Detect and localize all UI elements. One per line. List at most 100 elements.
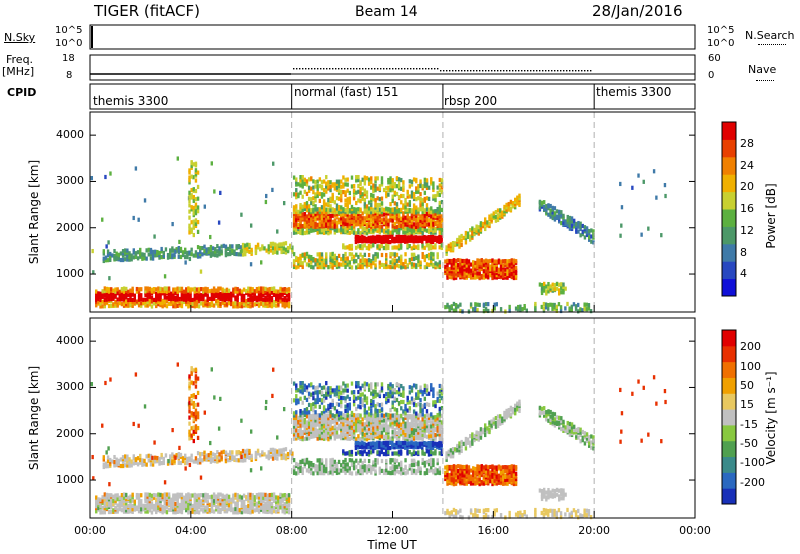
nave-point [506, 70, 507, 71]
radar-cell [338, 411, 340, 415]
radar-cell [251, 287, 253, 291]
radar-cell [409, 194, 411, 198]
radar-cell [153, 504, 155, 508]
radar-cell [404, 227, 406, 231]
radar-cell [484, 217, 486, 221]
radar-cell [101, 293, 103, 297]
radar-cell [283, 452, 285, 456]
radar-cell [325, 218, 327, 222]
radar-cell [163, 457, 165, 461]
radar-cell [577, 309, 579, 313]
radar-cell [506, 259, 508, 263]
radar-cell [391, 178, 393, 182]
radar-cell [421, 252, 423, 256]
radar-cell [288, 287, 290, 291]
nave-point [389, 68, 390, 69]
radar-cell [131, 298, 133, 302]
radar-cell [193, 206, 195, 210]
radar-cell [353, 207, 355, 211]
radar-cell [336, 256, 338, 260]
radar-cell [188, 216, 190, 220]
radar-cell [366, 176, 368, 180]
radar-cell [314, 386, 316, 390]
radar-cell [206, 499, 208, 503]
radar-cell [202, 508, 204, 512]
radar-cell [381, 180, 383, 184]
radar-cell [459, 303, 461, 307]
radar-cell [475, 225, 477, 229]
radar-cell [357, 198, 359, 202]
radar-cell [219, 302, 221, 306]
radar-cell [391, 218, 393, 222]
radar-cell [279, 299, 281, 303]
radar-cell [361, 192, 363, 196]
radar-cell [553, 303, 555, 307]
radar-cell [286, 298, 288, 302]
radar-cell [344, 190, 346, 194]
radar-cell [262, 298, 264, 302]
radar-cell [153, 234, 155, 238]
radar-cell [387, 435, 389, 439]
radar-cell [262, 287, 264, 291]
radar-cell [376, 203, 378, 207]
radar-cell [310, 265, 312, 269]
radar-cell [272, 452, 274, 456]
radar-cell [185, 493, 187, 497]
radar-cell [361, 255, 363, 259]
radar-cell [334, 414, 336, 418]
radar-cell [168, 302, 170, 306]
radar-cell [184, 248, 186, 252]
radar-cell [381, 431, 383, 435]
radar-cell [203, 245, 205, 249]
radar-cell [240, 419, 242, 423]
radar-cell [157, 492, 159, 496]
radar-cell [137, 218, 139, 222]
radar-cell [314, 428, 316, 432]
radar-cell [500, 307, 502, 311]
nave-point [317, 68, 318, 69]
radar-cell [463, 259, 465, 263]
radar-cell [301, 381, 303, 385]
radar-cell [417, 413, 419, 417]
radar-cell [389, 252, 391, 256]
radar-cell [334, 186, 336, 190]
radar-cell [398, 208, 400, 212]
radar-cell [389, 202, 391, 206]
radar-cell [415, 186, 417, 190]
radar-cell [336, 220, 338, 224]
radar-cell [230, 298, 232, 302]
radar-cell [409, 422, 411, 426]
radar-cell [319, 390, 321, 394]
radar-cell [191, 504, 193, 508]
radar-cell [193, 405, 195, 409]
radar-cell [209, 235, 211, 239]
radar-cell [487, 259, 489, 263]
radar-cell [353, 426, 355, 430]
radar-cell [193, 162, 195, 166]
radar-cell [116, 503, 118, 507]
radar-cell [391, 424, 393, 428]
radar-cell [364, 202, 366, 206]
nave-point [581, 70, 582, 71]
radar-cell [359, 420, 361, 424]
radar-cell [137, 456, 139, 460]
radar-cell [189, 463, 191, 467]
radar-cell [329, 214, 331, 218]
nave-point [413, 68, 414, 69]
radar-cell [579, 233, 581, 237]
radar-cell [334, 261, 336, 265]
radar-cell [272, 368, 274, 372]
nave-point [371, 68, 372, 69]
radar-cell [308, 197, 310, 201]
radar-cell [308, 436, 310, 440]
radar-cell [240, 451, 242, 455]
radar-cell [450, 242, 452, 246]
radar-cell [590, 234, 592, 238]
radar-cell [187, 510, 189, 514]
radar-cell [251, 509, 253, 513]
radar-cell [227, 453, 229, 457]
radar-cell [308, 410, 310, 414]
radar-cell [389, 208, 391, 212]
radar-cell [577, 303, 579, 307]
radar-cell [321, 434, 323, 438]
